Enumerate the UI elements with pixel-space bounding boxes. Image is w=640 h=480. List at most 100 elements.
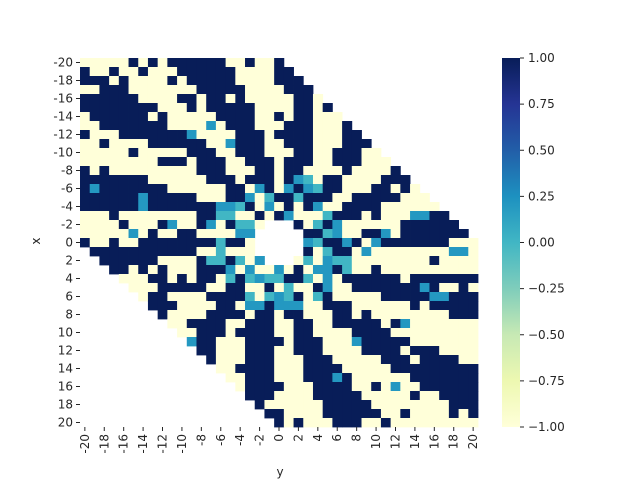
heatmap-cell bbox=[186, 274, 197, 284]
heatmap-cell bbox=[274, 400, 285, 410]
heatmap-cell bbox=[322, 211, 333, 221]
heatmap-cell bbox=[303, 112, 314, 122]
heatmap-cell bbox=[448, 391, 459, 401]
heatmap-cell bbox=[322, 274, 333, 284]
heatmap-cell bbox=[380, 157, 392, 167]
heatmap-cell bbox=[322, 193, 333, 203]
heatmap-cell bbox=[429, 301, 440, 311]
heatmap-cell bbox=[351, 265, 362, 275]
heatmap-cell bbox=[138, 274, 149, 284]
heatmap-cell bbox=[225, 283, 236, 293]
heatmap-cell bbox=[322, 418, 333, 428]
heatmap-cell bbox=[312, 211, 324, 221]
y-tick-label: -10 bbox=[53, 146, 73, 160]
x-tick-label: -12 bbox=[156, 434, 170, 454]
heatmap-cell bbox=[283, 202, 294, 212]
heatmap-cell bbox=[371, 166, 382, 176]
heatmap-cell bbox=[128, 175, 139, 185]
heatmap-cell bbox=[400, 184, 411, 194]
heatmap-cell bbox=[371, 274, 382, 284]
heatmap-cell bbox=[235, 283, 246, 293]
heatmap-cell bbox=[147, 184, 159, 194]
heatmap-cell bbox=[177, 103, 188, 113]
heatmap-cell bbox=[439, 382, 450, 392]
heatmap-cell bbox=[99, 112, 110, 122]
heatmap-cell bbox=[118, 103, 129, 113]
heatmap-cell bbox=[419, 229, 430, 239]
heatmap-cell bbox=[458, 283, 469, 293]
y-tick-label: 6 bbox=[65, 290, 73, 304]
heatmap-cell bbox=[196, 346, 207, 356]
heatmap-cell bbox=[380, 400, 392, 410]
heatmap-cell bbox=[254, 67, 265, 77]
heatmap-cell bbox=[196, 265, 207, 275]
heatmap-cell bbox=[351, 184, 362, 194]
colorbar-tick-label: −0.75 bbox=[528, 374, 565, 388]
heatmap-cell bbox=[332, 139, 343, 149]
heatmap-cell bbox=[206, 247, 217, 257]
heatmap-cell bbox=[468, 364, 479, 374]
heatmap-cell bbox=[186, 76, 197, 86]
heatmap-cell bbox=[303, 202, 314, 212]
heatmap-cell bbox=[235, 85, 246, 95]
heatmap-cell bbox=[351, 175, 362, 185]
heatmap-cell bbox=[419, 193, 430, 203]
heatmap-cell bbox=[235, 193, 246, 203]
heatmap-cell bbox=[312, 157, 324, 167]
heatmap-cell bbox=[235, 130, 246, 140]
heatmap-cell bbox=[410, 346, 421, 356]
heatmap-cell bbox=[371, 310, 382, 320]
y-tick-label: 0 bbox=[65, 236, 73, 250]
heatmap-cell bbox=[89, 229, 100, 239]
heatmap-cell bbox=[371, 193, 382, 203]
heatmap-cell bbox=[283, 193, 294, 203]
heatmap-cell bbox=[274, 346, 285, 356]
heatmap-cell bbox=[167, 139, 178, 149]
heatmap-cell bbox=[390, 247, 401, 257]
heatmap-cell bbox=[196, 184, 207, 194]
heatmap-cell bbox=[322, 148, 333, 158]
heatmap-cell bbox=[206, 328, 217, 338]
heatmap-cell bbox=[303, 418, 314, 428]
heatmap-cell bbox=[400, 418, 411, 428]
heatmap-cell bbox=[419, 292, 430, 302]
heatmap-cell bbox=[206, 265, 217, 275]
heatmap-cell bbox=[410, 292, 421, 302]
x-tick-label: 18 bbox=[447, 434, 461, 449]
heatmap-cell bbox=[312, 175, 324, 185]
heatmap-cell bbox=[458, 328, 469, 338]
heatmap-cell bbox=[157, 211, 168, 221]
heatmap-cell bbox=[400, 400, 411, 410]
heatmap-cell bbox=[361, 364, 372, 374]
heatmap-cell bbox=[128, 229, 139, 239]
heatmap-cell bbox=[390, 355, 401, 365]
heatmap-cell bbox=[458, 418, 469, 428]
heatmap-cell bbox=[371, 346, 382, 356]
heatmap-cell bbox=[264, 355, 275, 365]
heatmap-cell bbox=[439, 418, 450, 428]
heatmap-cell bbox=[167, 103, 178, 113]
heatmap-cell bbox=[99, 76, 110, 86]
heatmap-cell bbox=[293, 283, 304, 293]
heatmap-cell bbox=[342, 256, 353, 266]
heatmap-cell bbox=[264, 328, 275, 338]
heatmap-cell bbox=[99, 130, 110, 140]
heatmap-cell bbox=[448, 409, 459, 419]
heatmap-cell bbox=[332, 220, 343, 230]
heatmap-cell bbox=[235, 67, 246, 77]
heatmap-cell bbox=[99, 256, 110, 266]
heatmap-cell bbox=[458, 301, 469, 311]
heatmap-cell bbox=[332, 211, 343, 221]
heatmap-cell bbox=[245, 247, 256, 257]
heatmap-cell bbox=[468, 328, 479, 338]
heatmap-cell bbox=[371, 391, 382, 401]
heatmap-cell bbox=[342, 265, 353, 275]
heatmap-cell bbox=[206, 175, 217, 185]
heatmap-cell bbox=[264, 58, 275, 68]
heatmap-cell bbox=[283, 76, 294, 86]
heatmap-cell bbox=[225, 211, 236, 221]
y-tick-label: -14 bbox=[53, 110, 73, 124]
heatmap-cell bbox=[147, 76, 159, 86]
heatmap-cell bbox=[128, 148, 139, 158]
heatmap-cell bbox=[351, 337, 362, 347]
